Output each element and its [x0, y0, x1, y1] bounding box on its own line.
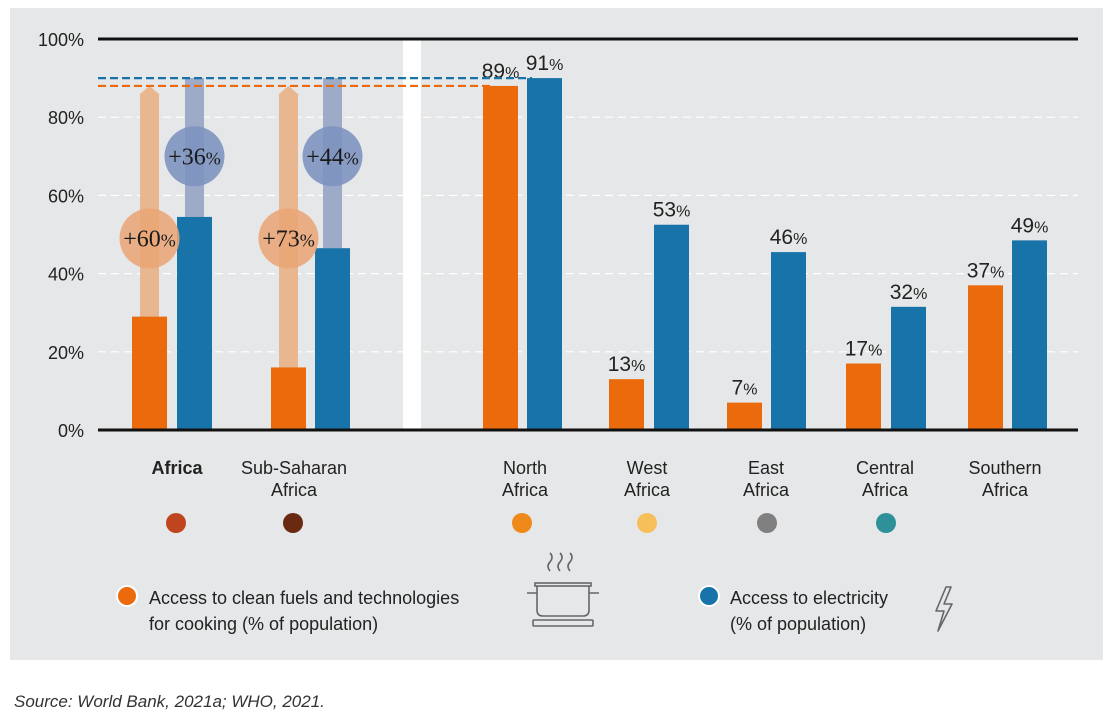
gap-arrow-cooking: [139, 85, 160, 317]
gap-bubble: [258, 208, 319, 269]
bar-cooking: [609, 379, 644, 430]
region-color-dot: [512, 513, 532, 533]
value-label-electricity: 46%: [770, 226, 808, 249]
gap-label: +60%: [123, 226, 176, 252]
bar-cooking: [846, 363, 881, 430]
value-label-cooking: 13%: [608, 353, 646, 376]
legend-label-electricity: Access to electricity: [730, 588, 888, 608]
category-label: Africa: [271, 480, 318, 500]
legend-label-cooking: Access to clean fuels and technologies: [149, 588, 459, 608]
category-label: North: [503, 458, 547, 478]
bar-cooking: [968, 285, 1003, 430]
region-color-dot: [166, 513, 186, 533]
category-label: Africa: [502, 480, 549, 500]
cooking-pot-icon: [527, 552, 599, 627]
y-tick-label: 80%: [48, 108, 84, 128]
gap-label: +36%: [168, 144, 221, 170]
y-tick-label: 100%: [38, 30, 84, 50]
gap-bubble: [164, 126, 225, 187]
legend-label-electricity: (% of population): [730, 614, 866, 634]
gap-label: +44%: [306, 144, 359, 170]
value-label-electricity: 49%: [1011, 214, 1049, 237]
source-note: Source: World Bank, 2021a; WHO, 2021.: [14, 692, 325, 711]
bar-electricity: [891, 306, 926, 430]
category-label: Africa: [982, 480, 1029, 500]
bar-electricity: [527, 78, 562, 430]
category-label: West: [627, 458, 668, 478]
y-tick-label: 20%: [48, 343, 84, 363]
bar-electricity: [654, 224, 689, 430]
value-label-electricity: 32%: [890, 281, 928, 304]
chart: 0% 20% 40% 60% 80% 100% 89% 91% 13% 53% 7% 46% 17% 32…: [38, 30, 1078, 634]
bar-electricity: [771, 252, 806, 430]
gap-label: +73%: [262, 226, 315, 252]
bar-cooking: [132, 316, 167, 430]
bar-cooking: [727, 402, 762, 430]
category-label: Africa: [624, 480, 671, 500]
region-color-dot: [637, 513, 657, 533]
category-label: Africa: [743, 480, 790, 500]
category-label: East: [748, 458, 784, 478]
chart-panel: 0% 20% 40% 60% 80% 100% 89% 91% 13% 53% 7% 46% 17% 32…: [10, 8, 1103, 660]
lightning-icon: [935, 586, 953, 632]
value-label-cooking: 89%: [482, 60, 520, 83]
y-tick-label: 40%: [48, 265, 84, 285]
value-label-cooking: 7%: [732, 377, 758, 400]
bar-electricity: [1012, 240, 1047, 430]
category-label: Sub-Saharan: [241, 458, 347, 478]
category-label: Southern: [968, 458, 1041, 478]
category-label: Africa: [151, 458, 203, 478]
region-color-dot: [876, 513, 896, 533]
category-label: Africa: [862, 480, 909, 500]
bar-cooking: [483, 85, 518, 431]
value-label-cooking: 37%: [967, 259, 1005, 282]
gap-bubble: [119, 208, 180, 269]
value-label-electricity: 53%: [653, 199, 691, 222]
bar-cooking: [271, 367, 306, 430]
y-tick-label: 0%: [58, 421, 84, 441]
value-label-electricity: 91%: [526, 52, 564, 75]
bar-electricity: [315, 248, 350, 430]
value-label-cooking: 17%: [845, 338, 883, 361]
legend-swatch-electricity: [698, 585, 720, 607]
bar-electricity: [177, 216, 212, 430]
gap-bubble: [302, 126, 363, 187]
legend-swatch-cooking: [116, 585, 138, 607]
legend-label-cooking: for cooking (% of population): [149, 614, 378, 634]
y-tick-label: 60%: [48, 186, 84, 206]
region-color-dot: [283, 513, 303, 533]
category-label: Central: [856, 458, 914, 478]
group-separator: [403, 39, 421, 430]
region-color-dot: [757, 513, 777, 533]
